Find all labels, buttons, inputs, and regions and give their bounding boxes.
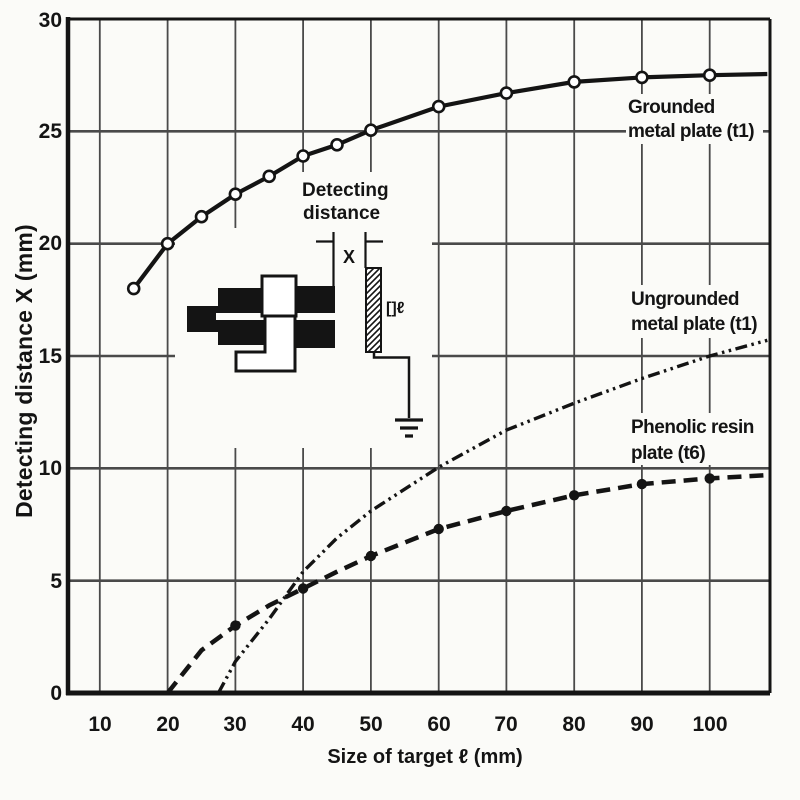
- ungrounded-label-background: [626, 285, 766, 338]
- curves: [126, 68, 768, 695]
- text-layer: 30 25 20 15 10 5 0 10 20 30 40 50 60 70 …: [11, 9, 758, 768]
- axes: [65, 17, 772, 696]
- dimension-lines: [316, 232, 383, 289]
- x-tick-label: 20: [156, 713, 179, 736]
- series-marker-2: [636, 478, 648, 490]
- sensor-nut: [260, 274, 298, 318]
- x-tick-label: 30: [223, 713, 246, 736]
- y-tick-label: 25: [39, 120, 63, 143]
- series-marker-0: [635, 70, 649, 85]
- series-marker-2: [704, 473, 715, 484]
- series-marker-0: [567, 75, 582, 89]
- series-label-phenolic-line1: Phenolic resin: [631, 417, 754, 438]
- y-tick-label: 5: [50, 570, 62, 593]
- y-axis-label: Detecting distance X (mm): [11, 224, 37, 518]
- series-label-ungrounded-line2: metal plate (t1): [631, 314, 757, 335]
- series-marker-0: [228, 187, 243, 201]
- x-tick-label: 50: [359, 713, 382, 736]
- phenolic-label-background: [626, 413, 766, 465]
- grounded-label-background: [626, 94, 763, 144]
- y-tick-label: 30: [39, 9, 62, 32]
- series-marker-2: [569, 490, 580, 501]
- series-path-1: [216, 338, 768, 694]
- series-label-grounded-line2: metal plate (t1): [628, 121, 754, 142]
- ground-wire: [372, 352, 411, 418]
- target-size-label: []ℓ: [386, 300, 405, 317]
- x-tick-label: 10: [88, 713, 111, 736]
- series-marker-0: [330, 138, 344, 152]
- detecting-label-background: [294, 172, 406, 228]
- inset-diagram: [187, 232, 423, 438]
- series-marker-0: [160, 236, 175, 251]
- series-marker-0: [702, 68, 717, 82]
- series-marker-0: [296, 149, 310, 163]
- detecting-distance-label-line2: distance: [303, 203, 380, 224]
- series-marker-0: [499, 86, 514, 100]
- series-marker-2: [297, 583, 309, 594]
- series-marker-0: [126, 281, 141, 296]
- series-marker-0: [194, 209, 209, 224]
- label-masks: [175, 94, 766, 465]
- detecting-distance-label-line1: Detecting: [302, 180, 389, 201]
- series-marker-2: [230, 620, 241, 631]
- x-axis-label: Size of target ℓ (mm): [327, 746, 522, 768]
- series-marker-2: [433, 523, 444, 535]
- target-plate: [365, 267, 382, 353]
- y-tick-label: 10: [39, 457, 62, 480]
- y-tick-label: 15: [39, 345, 63, 368]
- x-dimension-label: X: [343, 247, 355, 267]
- series-marker-0: [431, 99, 446, 114]
- series-label-grounded-line1: Grounded: [628, 97, 715, 118]
- y-tick-label: 0: [50, 682, 62, 705]
- series-marker-2: [365, 550, 377, 562]
- x-tick-label: 100: [692, 713, 727, 736]
- x-tick-label: 60: [427, 713, 450, 736]
- series-marker-0: [262, 169, 277, 184]
- series-path-2: [165, 472, 768, 695]
- x-tick-label: 40: [291, 713, 314, 736]
- series-marker-2: [501, 505, 512, 517]
- series-label-phenolic-line2: plate (t6): [631, 443, 705, 464]
- x-tick-label: 80: [562, 713, 585, 736]
- x-tick-label: 70: [494, 713, 517, 736]
- x-tick-label: 90: [630, 713, 653, 736]
- sensor-cable: [187, 306, 218, 332]
- sensor-bracket: [234, 314, 297, 373]
- series-label-ungrounded-line1: Ungrounded: [631, 289, 739, 310]
- y-tick-label: 20: [39, 232, 62, 255]
- ground-icon: [395, 418, 423, 438]
- series-marker-0: [364, 123, 378, 137]
